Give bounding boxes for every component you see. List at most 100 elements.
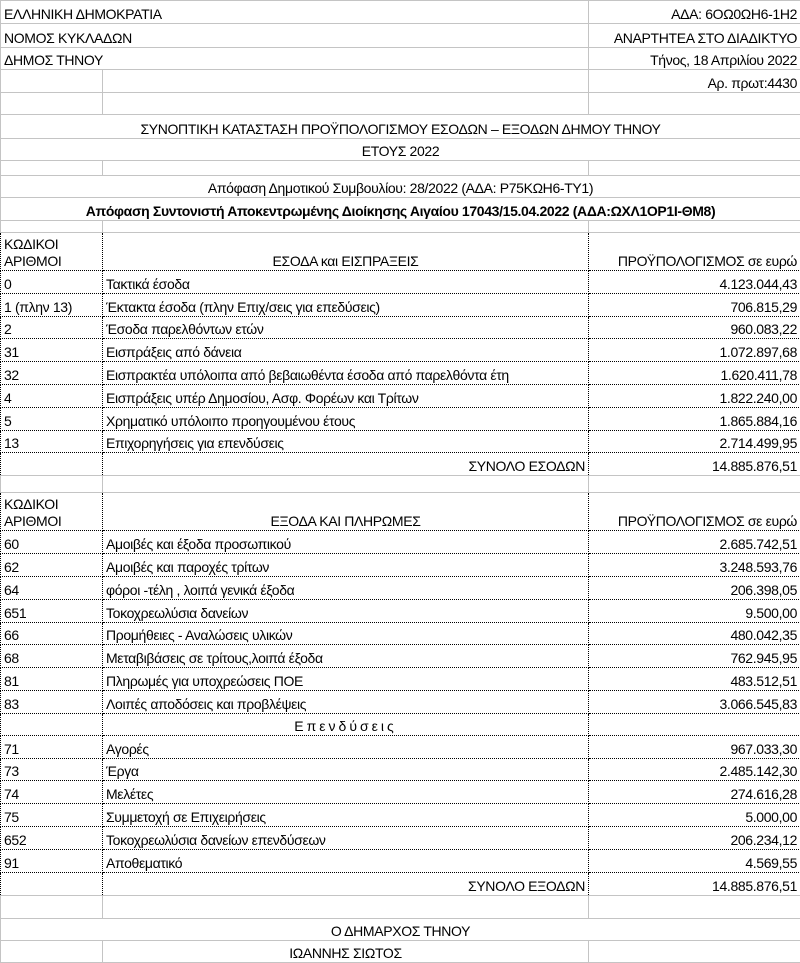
code-cell: 62	[1, 554, 103, 577]
code-header-line: ΑΡΙΘΜΟΙ	[4, 253, 61, 269]
budget-row: 1 (πλην 13)Έκτακτα έσοδα (πλην Επιχ/σεις…	[1, 293, 800, 316]
amount-cell: 9.500,00	[589, 599, 800, 622]
description-cell: Συμμετοχή σε Επιχειρήσεις	[103, 804, 589, 827]
amount-cell: 2.714.499,95	[589, 430, 800, 453]
header-row: ΔΗΜΟΣ ΤΗΝΟΥ Τήνος, 18 Απριλίου 2022	[1, 48, 800, 70]
description-cell: Αποθεματικό	[103, 849, 589, 872]
description-cell: Προμήθειες - Αναλώσεις υλικών	[103, 622, 589, 645]
code-cell: 60	[1, 531, 103, 554]
code-cell: 13	[1, 430, 103, 453]
description-cell: Εισπράξεις από δάνεια	[103, 339, 589, 362]
amount-cell: 706.815,29	[589, 293, 800, 316]
description-cell: Εισπρακτέα υπόλοιπα από βεβαιωθέντα έσοδ…	[103, 362, 589, 385]
amount-cell: 3.066.545,83	[589, 690, 800, 713]
description-cell: Τοκοχρεωλύσια δανείων	[103, 599, 589, 622]
description-cell: Εισπράξεις υπέρ Δημοσίου, Ασφ. Φορέων κα…	[103, 384, 589, 407]
header-row: ΕΛΛΗΝΙΚΗ ΔΗΜΟΚΡΑΤΙΑ ΑΔΑ: 6ΟΩ0ΩΗ6-1Η2	[1, 1, 800, 24]
income-total-value: 14.885.876,51	[589, 453, 800, 476]
expenses-total-value: 14.885.876,51	[589, 872, 800, 895]
description-cell: Αμοιβές και παροχές τρίτων	[103, 554, 589, 577]
amount-cell: 2.485.142,30	[589, 758, 800, 781]
description-cell: φόροι -τέλη , λοιπά γενικά έξοδα	[103, 576, 589, 599]
document-title: ΣΥΝΟΠΤΙΚΗ ΚΑΤΑΣΤΑΣΗ ΠΡΟΫΠΟΛΟΓΙΣΜΟΥ ΕΣΟΔΩ…	[1, 115, 800, 139]
code-cell: 64	[1, 576, 103, 599]
header-row: Αρ. πρωτ:4430	[1, 70, 800, 93]
republic-label: ΕΛΛΗΝΙΚΗ ΔΗΜΟΚΡΑΤΙΑ	[1, 1, 589, 24]
code-cell: 4	[1, 384, 103, 407]
description-cell: Μεταβιβάσεις σε τρίτους,λοιπά έξοδα	[103, 645, 589, 668]
coordinator-decision: Απόφαση Συντονιστή Αποκεντρωμένης Διοίκη…	[1, 198, 800, 221]
publish-label: ΑΝΑΡΤΗΤΕΑ ΣΤΟ ΔΙΑΔΙΚΤΥΟ	[589, 24, 800, 48]
code-cell: 652	[1, 826, 103, 849]
amount-cell: 274.616,28	[589, 781, 800, 804]
description-cell: Αγορές	[103, 735, 589, 758]
amount-cell: 483.512,51	[589, 668, 800, 691]
amount-cell: 4.123.044,43	[589, 271, 800, 294]
code-cell: 31	[1, 339, 103, 362]
amount-cell: 2.685.742,51	[589, 531, 800, 554]
code-cell: 5	[1, 407, 103, 430]
description-cell: Τοκοχρεωλύσια δανείων επενδύσεων	[103, 826, 589, 849]
description-cell: Επιχορηγήσεις για επενδύσεις	[103, 430, 589, 453]
signature-row: Ο ΔΗΜΑΡΧΟΣ ΤΗΝΟΥ	[1, 918, 800, 940]
expenses-total-label: ΣΥΝΟΛΟ ΕΞΟΔΩΝ	[103, 872, 589, 895]
amount-column-header: ΠΡΟΫΠΟΛΟΓΙΣΜΟΣ σε ευρώ	[589, 233, 800, 271]
description-cell: Τακτικά έσοδα	[103, 271, 589, 294]
spacer-row	[1, 476, 800, 493]
description-cell: Έκτακτα έσοδα (πλην Επιχ/σεις για επεδύσ…	[103, 293, 589, 316]
amount-cell: 1.865.884,16	[589, 407, 800, 430]
code-cell: 83	[1, 690, 103, 713]
amount-cell: 3.248.593,76	[589, 554, 800, 577]
amount-cell: 1.822.240,00	[589, 384, 800, 407]
amount-cell: 4.569,55	[589, 849, 800, 872]
description-cell: Έσοδα παρελθόντων ετών	[103, 316, 589, 339]
amount-cell: 1.072.897,68	[589, 339, 800, 362]
code-cell: 32	[1, 362, 103, 385]
code-cell: 66	[1, 622, 103, 645]
code-header-line: ΚΩΔΙΚΟΙ	[4, 496, 58, 512]
code-cell: 68	[1, 645, 103, 668]
description-cell: Έργα	[103, 758, 589, 781]
amount-cell: 1.620.411,78	[589, 362, 800, 385]
amount-cell: 967.033,30	[589, 735, 800, 758]
amount-cell: 480.042,35	[589, 622, 800, 645]
amount-cell: 206.234,12	[589, 826, 800, 849]
year-label: ΕΤΟΥΣ 2022	[1, 139, 800, 161]
description-cell: Πληρωμές για υποχρεώσεις ΠΟΕ	[103, 668, 589, 691]
amount-cell: 206.398,05	[589, 576, 800, 599]
amount-cell: 5.000,00	[589, 804, 800, 827]
code-cell: 74	[1, 781, 103, 804]
prefecture-label: ΝΟΜΟΣ ΚΥΚΛΑΔΩΝ	[1, 24, 589, 48]
code-cell: 73	[1, 758, 103, 781]
header-row: ΝΟΜΟΣ ΚΥΚΛΑΔΩΝ ΑΝΑΡΤΗΤΕΑ ΣΤΟ ΔΙΑΔΙΚΤΥΟ	[1, 24, 800, 48]
spacer-row	[1, 895, 800, 918]
code-cell: 71	[1, 735, 103, 758]
amount-cell: 762.945,95	[589, 645, 800, 668]
code-header-line: ΑΡΙΘΜΟΙ	[4, 513, 61, 529]
amount-column-header: ΠΡΟΫΠΟΛΟΓΙΣΜΟΣ σε ευρώ	[589, 493, 800, 531]
description-column-header: ΕΞΟΔΑ ΚΑΙ ΠΛΗΡΩΜΕΣ	[103, 493, 589, 531]
code-cell: 2	[1, 316, 103, 339]
